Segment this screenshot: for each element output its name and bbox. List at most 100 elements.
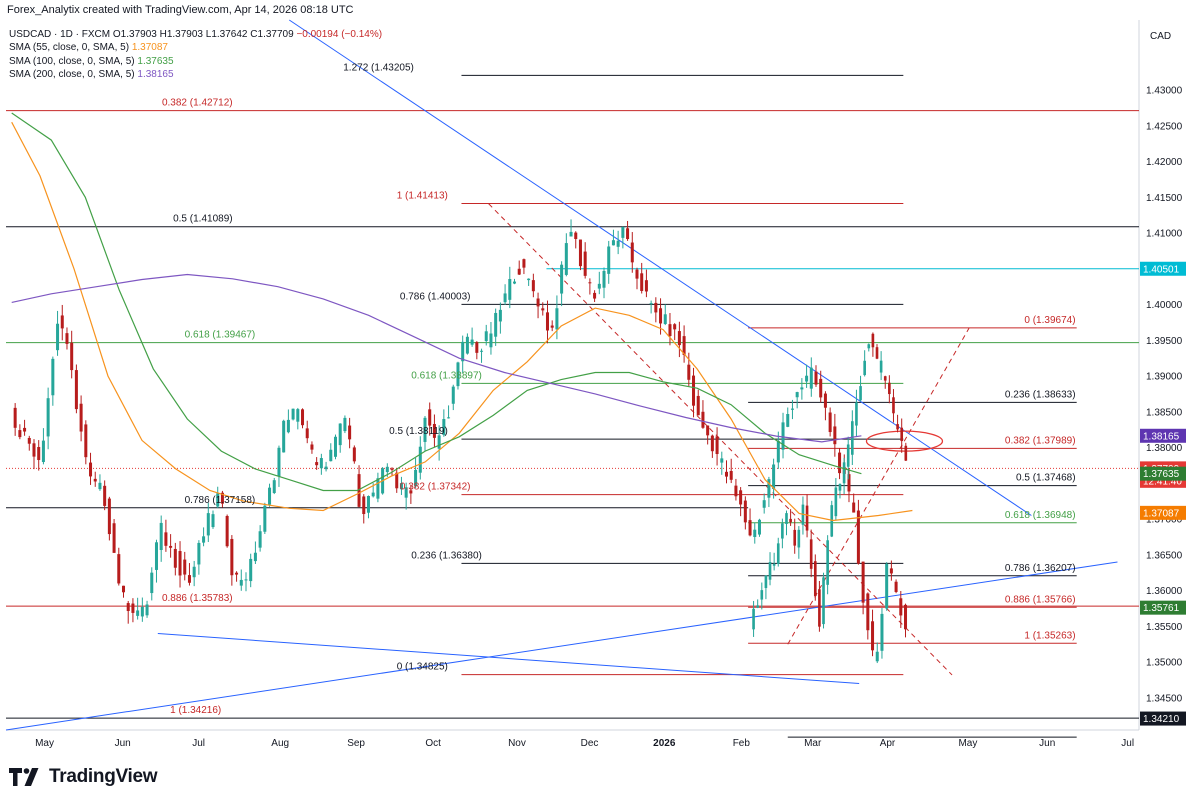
candle-body <box>541 308 545 311</box>
time-tick-label: Jun <box>115 738 131 749</box>
candle-body <box>522 259 526 268</box>
candle-body <box>760 590 764 600</box>
candle-body <box>588 282 592 284</box>
candle-body <box>883 376 887 381</box>
candle-body <box>861 561 865 603</box>
candle-body <box>399 483 403 490</box>
candle-body <box>366 496 370 513</box>
candle-body <box>489 333 493 348</box>
candle-body <box>785 513 788 525</box>
price-tag <box>1140 600 1186 615</box>
candle-body <box>828 412 832 433</box>
candle-body <box>710 435 714 452</box>
time-tick-label: Aug <box>271 738 289 749</box>
price-tag <box>1140 466 1186 481</box>
candle-body <box>781 523 784 539</box>
uptrend-line <box>5 561 1118 731</box>
sma-55-label: SMA (55, close, 0, SMA, 5) <box>9 42 130 54</box>
candle-body <box>560 264 564 294</box>
candle-body <box>93 478 97 482</box>
tradingview-logo-icon <box>9 768 39 786</box>
candle-body <box>859 386 862 401</box>
candle-body <box>517 268 521 275</box>
ohlc-change: −0.00194 (−0.14%) <box>296 29 383 40</box>
candle-body <box>574 232 578 240</box>
candle-body <box>833 426 837 445</box>
fib-label: 1.272 (1.43205) <box>343 62 414 73</box>
fib-label: 0.618 (1.36948) <box>1005 510 1076 521</box>
candle-body <box>900 427 904 442</box>
candle-body <box>371 492 375 497</box>
price-axis: 1.43000 1.42500 1.42000 1.41500 1.41000 1.405… <box>1140 31 1186 726</box>
candle-body <box>842 462 846 484</box>
candle-body <box>480 350 484 352</box>
candle-body <box>795 392 799 398</box>
candle-body <box>79 403 83 432</box>
candle-body <box>126 603 130 612</box>
price-tag-label: 1.38165 <box>1143 431 1180 442</box>
candles <box>13 219 908 664</box>
candle-body <box>756 605 760 608</box>
candle-body <box>338 423 342 446</box>
lower-trend-line <box>157 632 860 685</box>
grid-layer <box>6 20 1140 731</box>
candle-body <box>145 604 149 616</box>
fib-label: 0.382 (1.37342) <box>400 482 471 493</box>
candle-body <box>183 559 187 575</box>
candle-body <box>593 292 597 299</box>
candle-body <box>527 278 531 281</box>
candle-body <box>852 502 856 513</box>
candle-body <box>51 358 55 396</box>
candle-body <box>772 563 776 566</box>
candle-body <box>159 522 163 550</box>
candle-body <box>602 270 606 288</box>
candle-body <box>847 474 851 492</box>
candle-body <box>409 490 413 494</box>
ohlc-close: C1.37709 <box>250 29 294 40</box>
candle-body <box>178 551 182 576</box>
candle-body <box>305 428 309 439</box>
candle-body <box>211 514 215 528</box>
sma-200-row[interactable]: SMA (200, close, 0, SMA, 5) 1.38165 <box>9 68 382 81</box>
candle-body <box>117 554 121 584</box>
fib-label: 0.618 (1.38897) <box>411 370 482 381</box>
price-tag-label: 1.40501 <box>1143 264 1180 275</box>
candle-body <box>65 333 69 344</box>
tradingview-logo[interactable]: TradingView <box>9 766 158 788</box>
candle-body <box>767 479 771 498</box>
candle-body <box>805 375 809 382</box>
price-tag-label: 1.35761 <box>1143 603 1180 614</box>
sma-100-value: 1.37635 <box>137 55 174 67</box>
candle-body <box>357 474 361 507</box>
candle-body <box>442 419 446 435</box>
candle-body <box>630 242 634 263</box>
candle-body <box>797 529 801 548</box>
sma-100-row[interactable]: SMA (100, close, 0, SMA, 5) 1.37635 <box>9 55 382 68</box>
time-tick-label: Mar <box>804 738 822 749</box>
candle-body <box>889 568 893 574</box>
candle-body <box>112 523 116 553</box>
price-tick-label: 1.34500 <box>1146 693 1183 704</box>
sma-55-row[interactable]: SMA (55, close, 0, SMA, 5) 1.37087 <box>9 41 382 54</box>
time-axis: May Jun Jul Aug Sep Oct Nov Dec 2026 Feb Mar Apr May… <box>35 738 1134 749</box>
dashed-fib-line <box>787 327 970 645</box>
symbol-row[interactable]: USDCAD · 1D · FXCM O1.37903 H1.37903 L1.… <box>9 28 382 41</box>
ohlc-high: H1.37903 <box>159 29 203 40</box>
price-tag-label: 1.34210 <box>1143 714 1180 725</box>
candle-body <box>649 303 653 305</box>
candle-body <box>823 393 827 408</box>
candle-body <box>494 312 498 337</box>
candle-body <box>894 581 898 592</box>
candle-body <box>46 398 50 437</box>
candle-body <box>249 558 253 582</box>
candle-body <box>498 309 502 322</box>
candle-body <box>706 425 710 436</box>
time-tick-label: Apr <box>880 738 896 749</box>
candle-body <box>819 378 823 398</box>
price-tag <box>1140 428 1186 443</box>
candle-body <box>846 444 850 467</box>
candle-body <box>74 370 78 410</box>
drawing-overlays <box>5 19 1139 738</box>
candle-body <box>715 436 719 455</box>
